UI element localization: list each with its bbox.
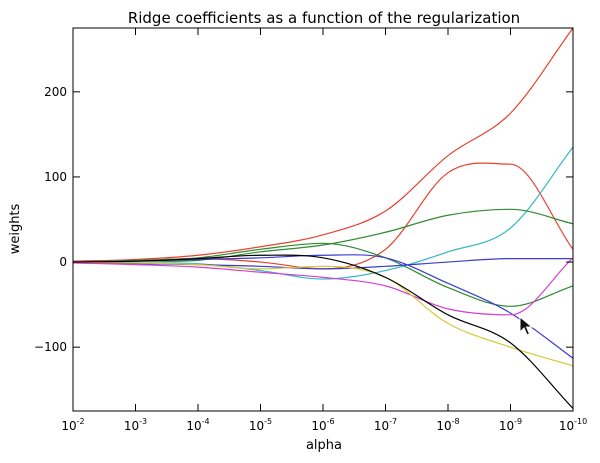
plot-frame [72, 27, 574, 412]
x-tick-label: 10-8 [436, 417, 459, 433]
x-tick-label: 10-9 [499, 417, 522, 433]
series-line-1 [72, 27, 574, 262]
mouse-pointer-icon [519, 316, 533, 336]
series-line-10 [72, 254, 574, 409]
y-tick-label: −100 [34, 340, 67, 354]
x-tick-label: 10-6 [311, 417, 334, 433]
x-tick-label: 10-3 [124, 417, 147, 433]
tick-layer: 10-2 10-3 10-4 10-5 10-6 10-7 10-8 10-9 10-10 200… [34, 28, 587, 433]
y-tick-label: 100 [44, 170, 67, 184]
y-tick-label: 200 [44, 85, 67, 99]
y-axis-label: weights [8, 203, 23, 254]
x-tick-label: 10-10 [559, 417, 587, 433]
series-line-6 [72, 258, 573, 270]
x-tick-label: 10-5 [249, 417, 272, 433]
series-line-9 [72, 261, 574, 367]
chart-title: Ridge coefficients as a function of the … [128, 9, 520, 27]
series-line-2 [72, 162, 574, 270]
series-line-8 [72, 257, 574, 316]
series-layer [72, 27, 574, 409]
x-tick-label: 10-7 [374, 417, 397, 433]
y-tick-label: 0 [59, 255, 67, 269]
x-tick-label: 10-2 [61, 417, 84, 433]
series-line-5 [72, 242, 574, 307]
x-axis-label: alpha [306, 438, 342, 453]
series-line-4 [72, 208, 574, 263]
x-tick-label: 10-4 [186, 417, 209, 433]
